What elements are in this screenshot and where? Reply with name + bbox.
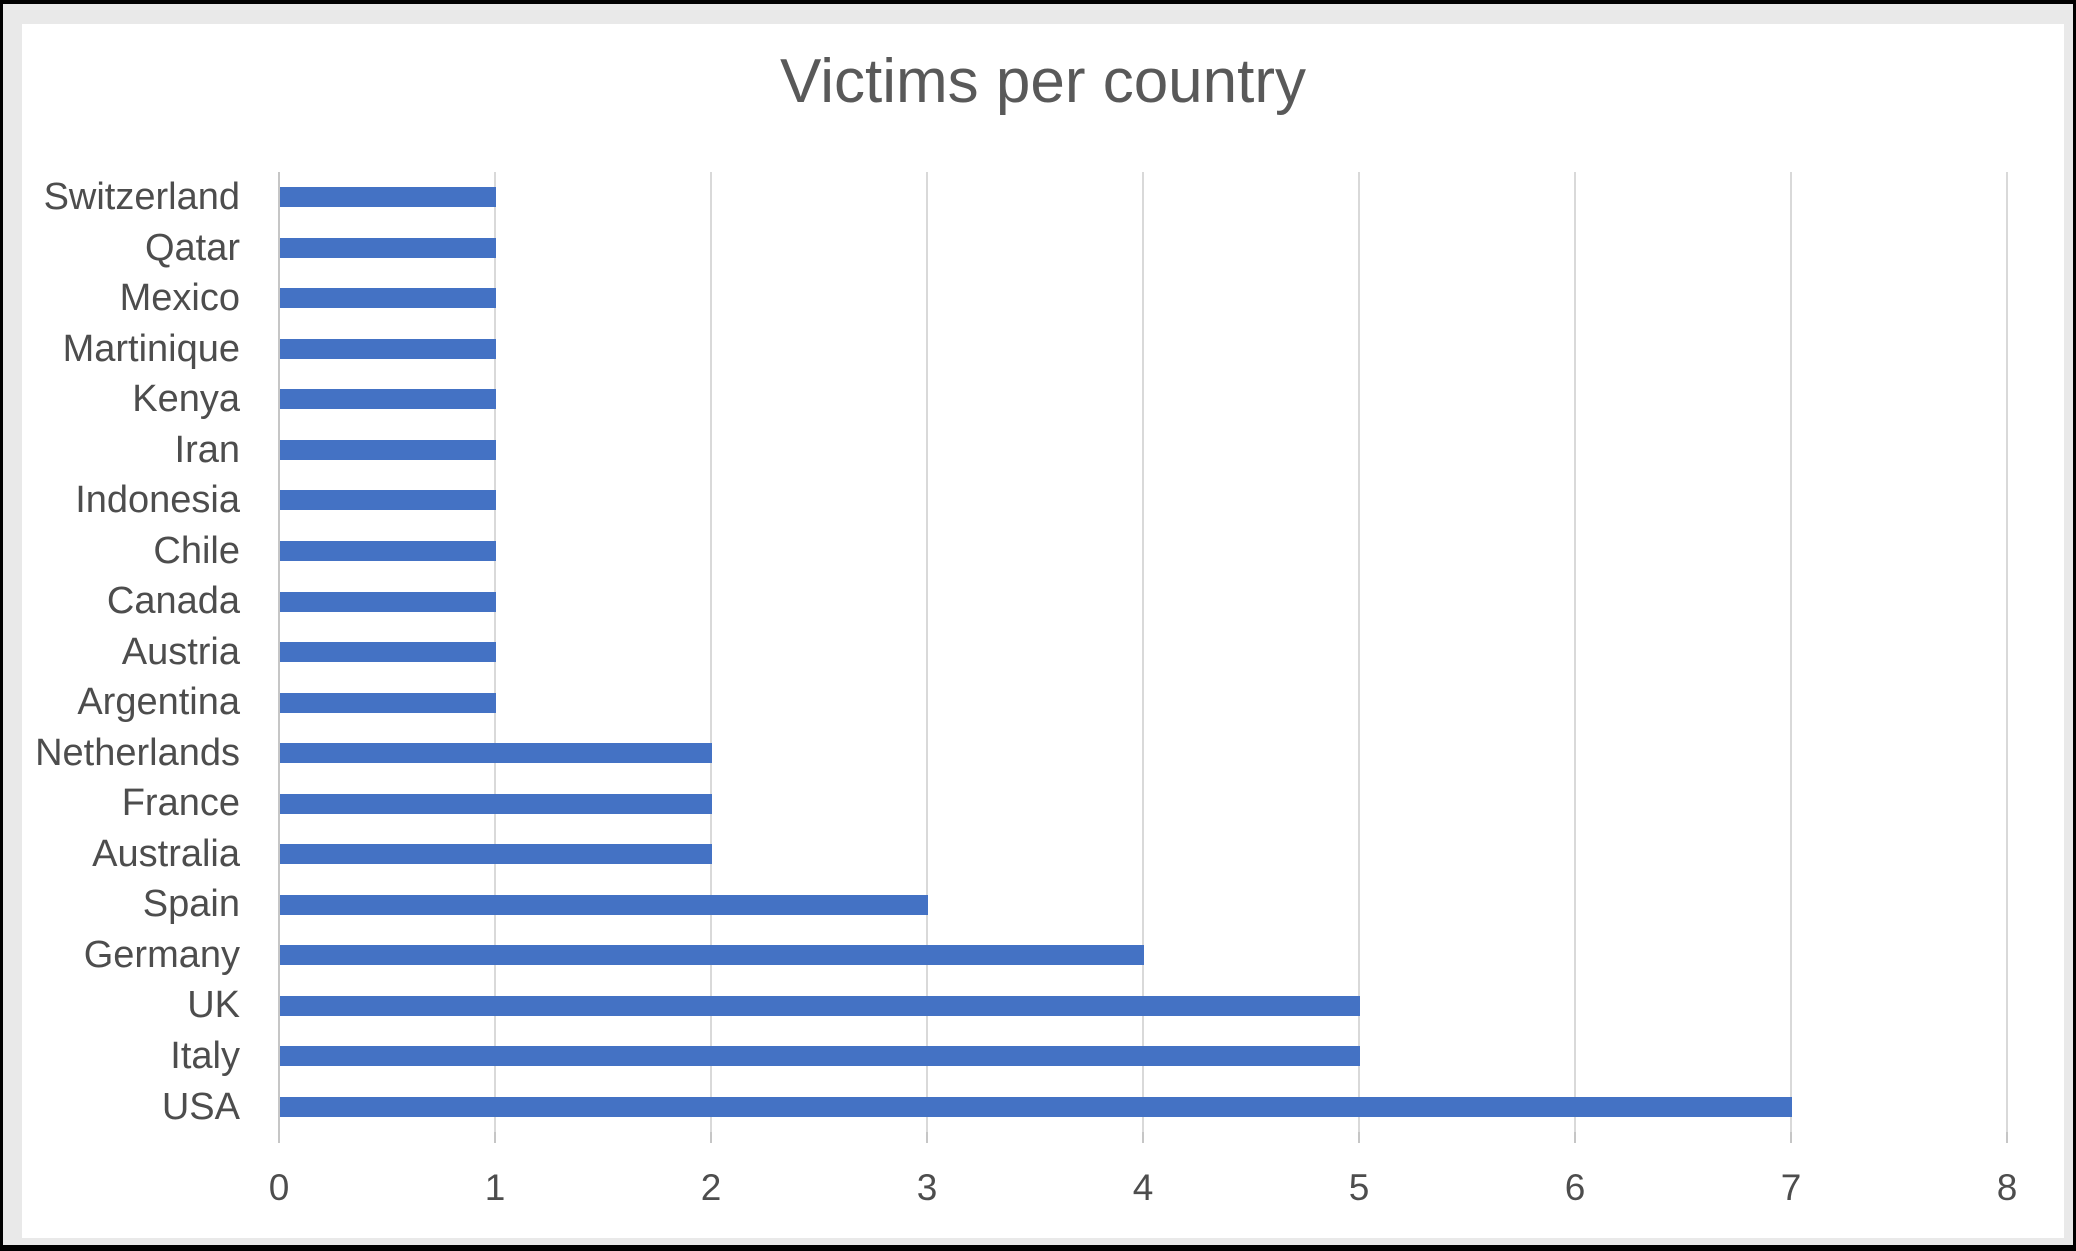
bar-usa: [280, 1096, 1792, 1117]
category-label: Italy: [170, 1035, 240, 1077]
bar-uk: [280, 995, 1360, 1016]
bar-netherlands: [280, 743, 712, 764]
bar-argentina: [280, 692, 496, 713]
category-label: Austria: [121, 630, 240, 673]
value-axis-tick-label: 0: [268, 1167, 290, 1208]
category-label: Iran: [174, 428, 240, 471]
gridline: [926, 172, 928, 1132]
category-label: Chile: [153, 529, 240, 572]
bar-qatar: [280, 237, 496, 258]
value-axis-tick-label: 1: [484, 1167, 506, 1208]
category-label: USA: [161, 1085, 240, 1128]
category-label: France: [121, 782, 240, 825]
category-label: Australia: [92, 832, 240, 875]
category-label: UK: [187, 984, 240, 1027]
value-axis-tick-label: 8: [1996, 1167, 2018, 1208]
category-label: Qatar: [144, 226, 240, 269]
bar-canada: [280, 591, 496, 612]
bar-australia: [280, 844, 712, 865]
bar-austria: [280, 642, 496, 663]
gridline: [1790, 172, 1792, 1132]
axis-tick-mark: [494, 1132, 496, 1143]
category-label: Netherlands: [35, 731, 240, 774]
axis-tick-mark: [1574, 1132, 1576, 1143]
value-axis-tick-label: 7: [1780, 1167, 1802, 1208]
axis-tick-mark: [2006, 1132, 2008, 1143]
gridline: [710, 172, 712, 1132]
axis-tick-mark: [926, 1132, 928, 1143]
bar-france: [280, 793, 712, 814]
bar-italy: [280, 1046, 1360, 1067]
gridline: [1358, 172, 1360, 1132]
axis-tick-mark: [1358, 1132, 1360, 1143]
bar-spain: [280, 894, 928, 915]
value-axis-tick-label: 4: [1132, 1167, 1154, 1208]
category-label: Canada: [106, 580, 240, 623]
value-axis-tick-label: 3: [916, 1167, 938, 1208]
category-label: Spain: [142, 883, 240, 926]
chart-title: Victims per country: [779, 47, 1307, 116]
category-label: Germany: [83, 933, 240, 976]
page-background: Victims per country Switzerland Qatar Mexi…: [3, 4, 2073, 1245]
bar-kenya: [280, 389, 496, 410]
bar-iran: [280, 439, 496, 460]
gridline: [1142, 172, 1144, 1132]
axis-tick-mark: [710, 1132, 712, 1143]
bar-indonesia: [280, 490, 496, 511]
category-label: Argentina: [77, 681, 240, 724]
category-label: Martinique: [62, 327, 240, 370]
category-label: Indonesia: [75, 479, 240, 522]
category-label: Mexico: [119, 277, 240, 320]
category-label: Kenya: [132, 378, 240, 421]
bar-germany: [280, 945, 1144, 966]
value-axis-tick-label: 2: [700, 1167, 722, 1208]
chart-card: Victims per country Switzerland Qatar Mexi…: [22, 24, 2064, 1238]
gridline: [2006, 172, 2008, 1132]
bar-martinique: [280, 338, 496, 359]
plot-area: [278, 172, 2008, 1143]
category-label: Switzerland: [43, 176, 240, 218]
category-axis-line: [278, 172, 280, 1132]
bar-switzerland: [280, 187, 496, 208]
value-axis-tick-label: 5: [1348, 1167, 1370, 1208]
gridline: [1574, 172, 1576, 1132]
bar-chile: [280, 540, 496, 561]
bar-mexico: [280, 288, 496, 309]
value-axis-tick-label: 6: [1564, 1167, 1586, 1208]
axis-tick-mark: [1142, 1132, 1144, 1143]
axis-tick-mark: [278, 1132, 280, 1143]
axis-tick-mark: [1790, 1132, 1792, 1143]
